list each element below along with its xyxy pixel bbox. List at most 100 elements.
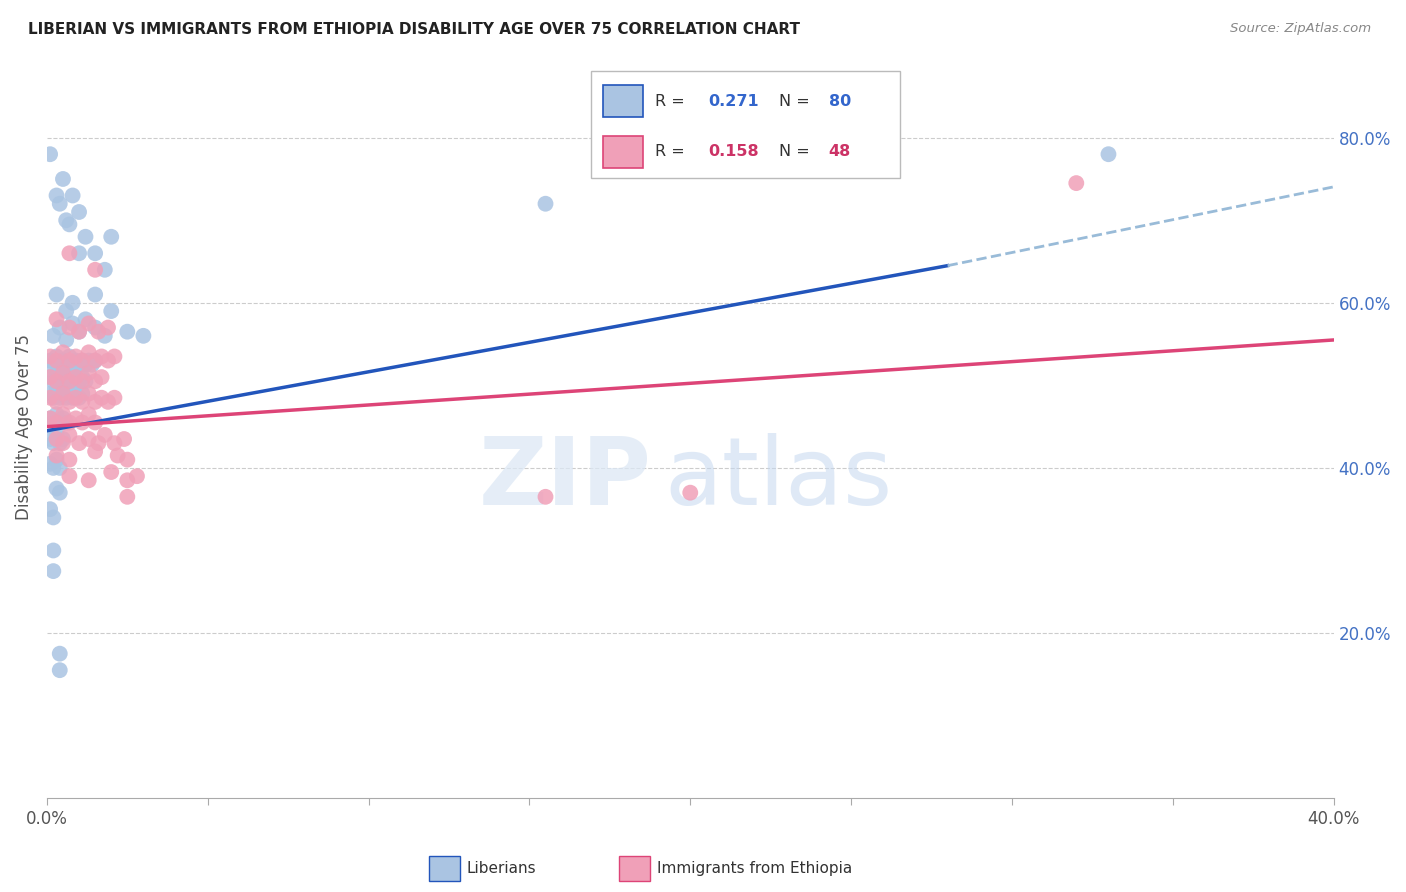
Bar (603, 136, 643, 168)
Point (45, 353, 67, 368)
Point (75, 312, 97, 326)
Point (45, 452, 67, 467)
Point (62, 391, 84, 405)
Point (75, 229, 97, 244)
Point (49, 362, 72, 376)
Point (58, 428, 80, 442)
Point (132, 328, 155, 343)
Text: N =: N = (779, 94, 815, 109)
Point (39, 432, 62, 446)
Point (52, 411, 75, 425)
Point (45, 366, 67, 380)
Point (77, 345, 100, 359)
Point (39, 353, 62, 368)
Point (679, 485, 702, 500)
Point (67, 325, 90, 339)
Point (77, 473, 100, 487)
Point (52, 436, 75, 450)
Point (62, 295, 84, 310)
Point (55, 391, 77, 405)
Point (45, 482, 67, 496)
Point (65, 370, 87, 384)
Point (42, 564, 65, 578)
Point (45, 449, 67, 463)
Point (62, 317, 84, 331)
Point (49, 663, 72, 677)
Point (103, 436, 125, 450)
Point (49, 461, 72, 475)
Point (534, 196, 557, 211)
Text: 0.158: 0.158 (709, 145, 759, 159)
Point (87, 436, 110, 450)
Point (55, 333, 77, 347)
Point (58, 320, 80, 334)
Point (80, 358, 103, 372)
Point (65, 350, 87, 364)
Text: R =: R = (655, 145, 690, 159)
Point (117, 325, 139, 339)
Point (1097, 147, 1119, 161)
Point (67, 246, 90, 260)
Point (55, 304, 77, 318)
Point (84, 320, 107, 334)
Point (42, 391, 65, 405)
Point (58, 246, 80, 260)
Point (72, 395, 94, 409)
Point (72, 353, 94, 368)
Point (58, 350, 80, 364)
Point (84, 353, 107, 368)
Point (72, 416, 94, 430)
Point (39, 411, 62, 425)
Point (49, 320, 72, 334)
Point (90, 391, 112, 405)
Point (62, 374, 84, 388)
Point (39, 391, 62, 405)
Point (77, 317, 100, 331)
Point (45, 383, 67, 397)
Point (55, 416, 77, 430)
Point (125, 469, 148, 483)
Point (49, 374, 72, 388)
Point (65, 411, 87, 425)
Point (84, 246, 107, 260)
Point (58, 386, 80, 401)
Point (45, 407, 67, 421)
Point (58, 374, 80, 388)
Point (52, 370, 75, 384)
Point (52, 353, 75, 368)
Point (97, 320, 120, 334)
Point (49, 436, 72, 450)
Point (67, 374, 90, 388)
Point (72, 386, 94, 401)
Point (58, 218, 80, 232)
Point (52, 366, 75, 380)
Point (58, 395, 80, 409)
Point (112, 432, 135, 446)
Point (49, 647, 72, 661)
Point (90, 350, 112, 364)
Point (75, 358, 97, 372)
Point (52, 407, 75, 421)
Text: ZIP: ZIP (479, 433, 651, 524)
Point (77, 386, 100, 401)
Point (75, 374, 97, 388)
Point (45, 312, 67, 326)
Bar (603, 86, 643, 118)
Point (72, 370, 94, 384)
Text: atlas: atlas (665, 433, 893, 524)
Point (90, 370, 112, 384)
Point (39, 457, 62, 471)
Point (58, 416, 80, 430)
Point (84, 416, 107, 430)
Point (72, 374, 94, 388)
Point (77, 432, 100, 446)
Point (45, 188, 67, 202)
Point (117, 452, 139, 467)
Point (65, 391, 87, 405)
Point (45, 428, 67, 442)
Point (103, 391, 125, 405)
Point (97, 353, 120, 368)
Point (52, 345, 75, 359)
Text: Immigrants from Ethiopia: Immigrants from Ethiopia (657, 862, 852, 876)
Point (39, 147, 62, 161)
